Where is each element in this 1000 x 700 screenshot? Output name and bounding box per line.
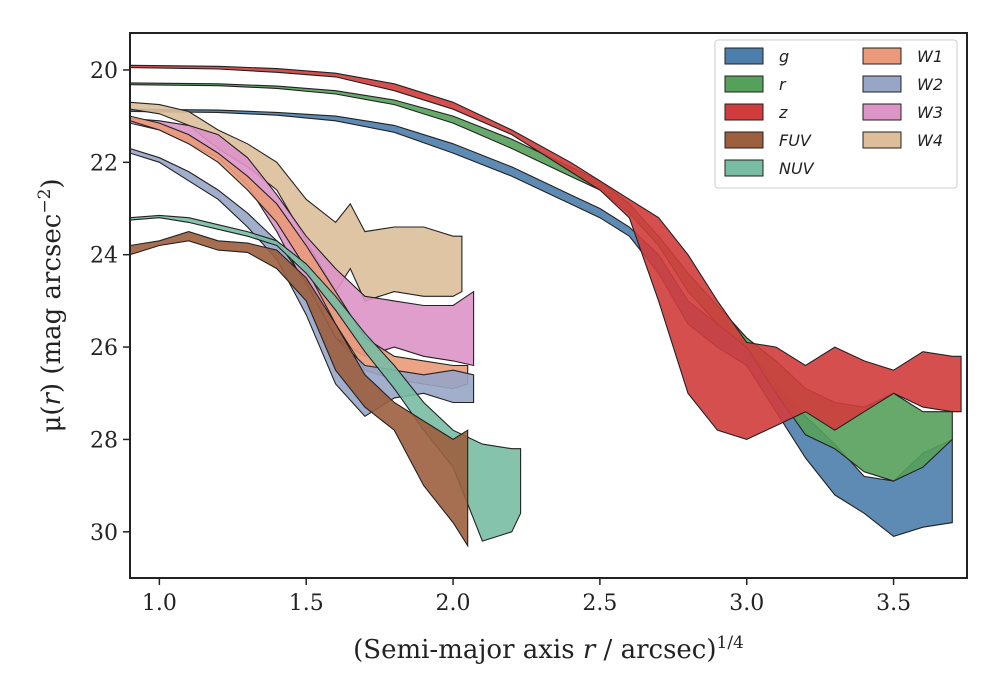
x-tick-label: 1.5 bbox=[289, 591, 324, 616]
legend-label-W1: W1 bbox=[917, 47, 943, 66]
y-tick-label: 24 bbox=[90, 244, 118, 269]
y-tick-label: 26 bbox=[90, 336, 118, 361]
legend-label-FUV: FUV bbox=[779, 131, 812, 150]
band-g bbox=[130, 108, 953, 538]
legend-swatch-FUV bbox=[724, 131, 764, 149]
legend-swatch-z bbox=[724, 103, 764, 121]
x-tick-label: 3.5 bbox=[876, 591, 911, 616]
x-axis-ticks: 1.0 1.5 2.0 2.5 3.0 3.5 bbox=[142, 578, 911, 616]
legend-swatch-W3 bbox=[862, 103, 902, 121]
legend: grz FUV NUV W1 W2 W3 W4 bbox=[714, 39, 958, 189]
legend-swatch-NUV bbox=[724, 159, 764, 177]
legend-label-z: z bbox=[778, 103, 788, 122]
legend-label-r: r bbox=[779, 75, 787, 94]
y-axis-label: μ(r) (mag arcsec−2) bbox=[35, 178, 67, 432]
y-tick-label: 22 bbox=[90, 151, 118, 176]
legend-swatch-W4 bbox=[862, 131, 902, 149]
legend-label-W3: W3 bbox=[917, 103, 943, 122]
legend-label-W2: W2 bbox=[917, 75, 943, 94]
legend-swatch-W2 bbox=[862, 75, 902, 93]
y-tick-label: 28 bbox=[90, 428, 118, 453]
band-NUV bbox=[130, 214, 522, 542]
legend-swatch-W1 bbox=[862, 47, 902, 65]
band-FUV bbox=[130, 231, 469, 548]
y-tick-label: 30 bbox=[90, 521, 118, 546]
legend-label-NUV: NUV bbox=[779, 159, 815, 178]
y-tick-label: 20 bbox=[90, 59, 118, 84]
x-tick-label: 3.0 bbox=[729, 591, 764, 616]
x-tick-label: 2.5 bbox=[582, 591, 617, 616]
series-bands bbox=[130, 64, 962, 548]
legend-swatch-r bbox=[724, 75, 764, 93]
x-axis-label: (Semi-major axis r / arcsec)1/4 bbox=[353, 633, 744, 665]
band-z bbox=[130, 64, 962, 440]
y-axis-ticks: 20 22 24 26 28 30 bbox=[90, 59, 130, 546]
legend-swatch-g bbox=[724, 47, 764, 65]
legend-label-W4: W4 bbox=[917, 131, 943, 150]
x-tick-label: 2.0 bbox=[436, 591, 471, 616]
plot-area-frame bbox=[129, 32, 968, 579]
x-tick-label: 1.0 bbox=[142, 591, 177, 616]
legend-label-g: g bbox=[779, 47, 789, 66]
